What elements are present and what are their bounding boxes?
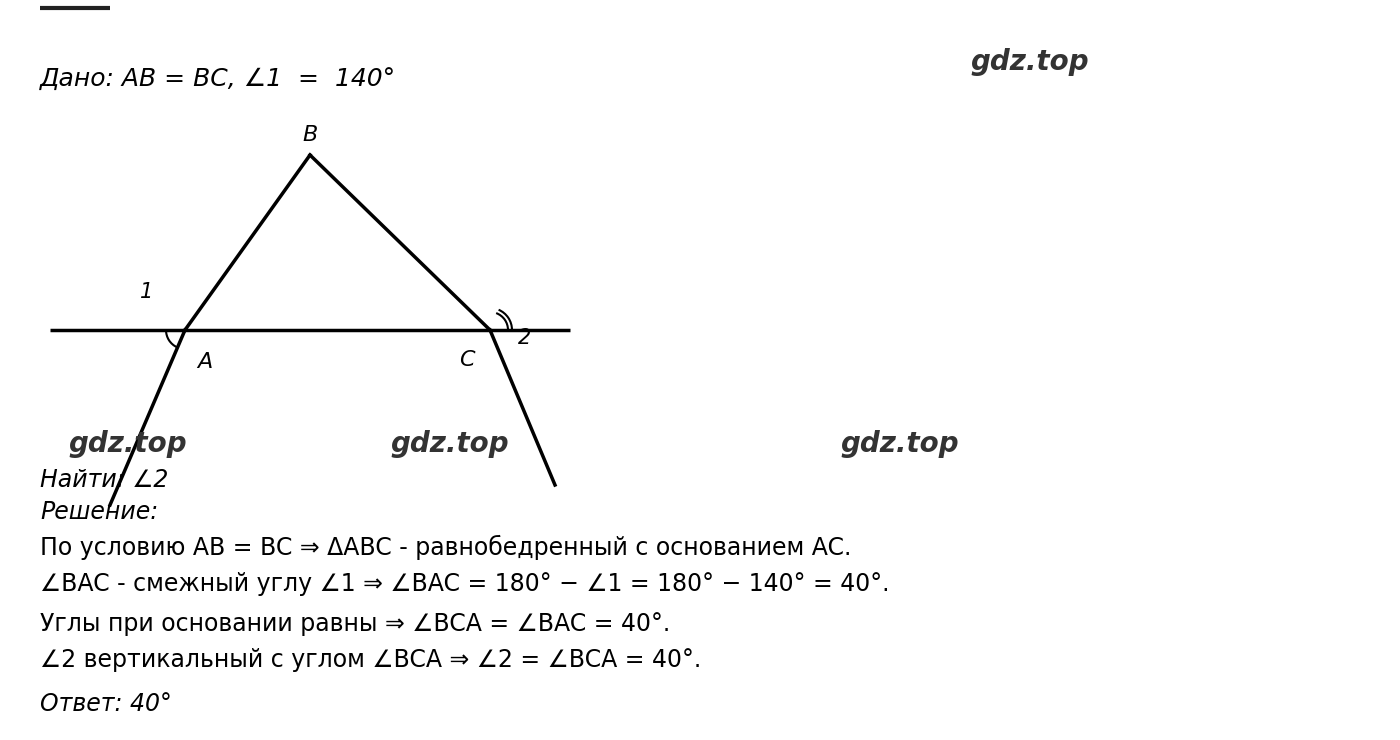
Text: Ответ: 40°: Ответ: 40° [41,692,172,716]
Text: Решение:: Решение: [41,500,158,524]
Text: Найти: ∠2: Найти: ∠2 [41,468,168,492]
Text: 2: 2 [518,328,531,348]
Text: ∠2 вертикальный с углом ∠BCA ⇒ ∠2 = ∠BCA = 40°.: ∠2 вертикальный с углом ∠BCA ⇒ ∠2 = ∠BCA… [41,648,701,672]
Text: A: A [197,352,213,372]
Text: gdz.top: gdz.top [391,430,508,458]
Text: Дано: AB = BC, ∠1  =  140°: Дано: AB = BC, ∠1 = 140° [41,68,396,92]
Text: C: C [459,350,475,370]
Text: B: B [302,125,318,145]
Text: 1: 1 [140,282,154,302]
Text: Углы при основании равны ⇒ ∠BCA = ∠BAC = 40°.: Углы при основании равны ⇒ ∠BCA = ∠BAC =… [41,612,671,636]
Text: ∠BAC - смежный углу ∠1 ⇒ ∠BAC = 180° − ∠1 = 180° − 140° = 40°.: ∠BAC - смежный углу ∠1 ⇒ ∠BAC = 180° − ∠… [41,572,889,596]
Text: По условию AB = BC ⇒ ΔABC - равнобедренный с основанием AC.: По условию AB = BC ⇒ ΔABC - равнобедренн… [41,535,851,560]
Text: gdz.top: gdz.top [970,48,1089,76]
Text: gdz.top: gdz.top [840,430,959,458]
Text: gdz.top: gdz.top [69,430,186,458]
